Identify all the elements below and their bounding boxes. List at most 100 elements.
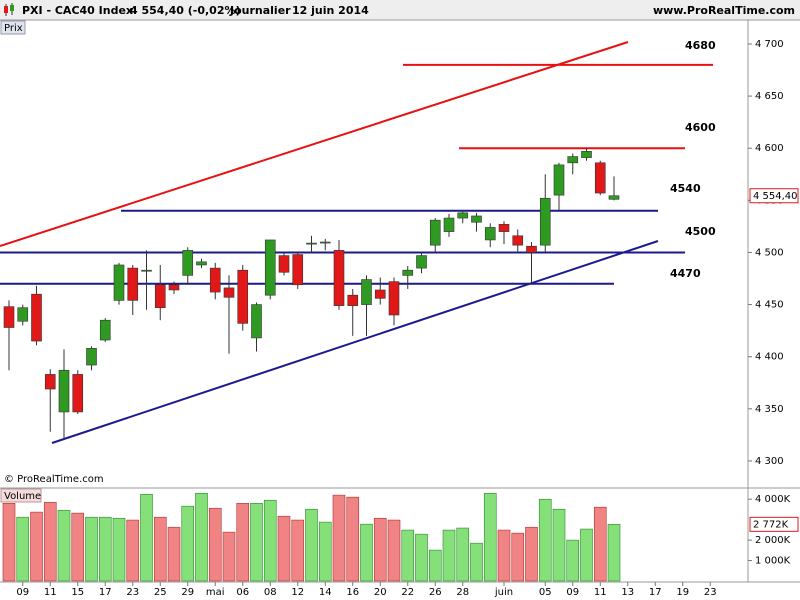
- candle-body: [209, 267, 221, 293]
- volume-bar: [153, 516, 167, 582]
- x-tick-label: 08: [264, 587, 277, 598]
- candle-body: [31, 293, 42, 342]
- volume-bar: [566, 539, 580, 582]
- candle-body: [594, 162, 606, 194]
- candle-body: [99, 319, 111, 341]
- volume-bar: [428, 549, 442, 582]
- volume-bar: [208, 507, 222, 582]
- candle-body: [553, 164, 565, 196]
- volume-bar: [332, 494, 346, 582]
- volume-bar: [263, 499, 277, 582]
- volume-bar: [236, 503, 250, 582]
- x-tick-label: 19: [676, 587, 689, 598]
- volume-bar: [346, 496, 360, 582]
- volume-bar: [442, 529, 456, 582]
- volume-bar: [57, 509, 71, 582]
- x-tick-label: 22: [401, 587, 414, 598]
- volume-bar: [607, 524, 621, 582]
- app-icon: [4, 3, 14, 16]
- candle-body: [264, 239, 276, 296]
- y-tick-label: 4 500: [755, 247, 784, 258]
- volume-bar: [167, 526, 181, 582]
- volume-bar: [43, 501, 57, 582]
- y-tick-label: 4 450: [755, 300, 784, 311]
- panel-label: Prix: [4, 23, 23, 34]
- candle-body: [347, 294, 359, 306]
- candle-body: [182, 250, 194, 276]
- level-label: 4600: [685, 121, 716, 134]
- last-value-box: [749, 516, 799, 532]
- level-label: 4500: [685, 225, 716, 238]
- volume-bar: [387, 519, 401, 582]
- candle-body: [113, 264, 125, 301]
- candle-body: [72, 374, 84, 413]
- candle-body: [44, 374, 56, 390]
- volume-bar: [222, 531, 236, 582]
- instrument: PXI - CAC40 Index: [22, 4, 133, 17]
- last-value-box: [749, 188, 799, 204]
- candle-body: [86, 348, 97, 366]
- candle-body: [196, 261, 207, 266]
- candle-body: [3, 306, 15, 328]
- volume-bar: [277, 515, 291, 582]
- candle-body: [127, 267, 139, 301]
- x-tick-label: 13: [621, 587, 634, 598]
- x-tick-label: 26: [429, 587, 442, 598]
- candle-body: [168, 284, 180, 291]
- candle-body: [223, 287, 235, 298]
- x-tick-label: 23: [704, 587, 717, 598]
- x-tick-label: 16: [346, 587, 359, 598]
- volume-bar: [525, 526, 538, 582]
- candle-body: [58, 369, 70, 413]
- volume-bar: [318, 521, 332, 582]
- volume-bar: [30, 511, 43, 582]
- candle-body: [429, 219, 441, 246]
- candle-body: [154, 284, 166, 309]
- volume-bar: [16, 516, 30, 582]
- x-tick-label: juin: [494, 587, 513, 598]
- volume-bar: [195, 492, 208, 582]
- candle-body: [567, 156, 579, 164]
- candle-body: [443, 217, 455, 232]
- last-value-label: 4 554,40: [753, 191, 798, 202]
- volume-bar: [305, 508, 318, 582]
- last-value-label: 2 772K: [753, 519, 789, 530]
- y-tick-label: 1 000K: [755, 556, 791, 567]
- x-tick-label: 09: [566, 587, 579, 598]
- volume-bar: [126, 519, 140, 582]
- x-tick-label: 12: [291, 587, 304, 598]
- candle-body: [361, 279, 372, 305]
- candle-body: [237, 269, 249, 324]
- volume-bar: [415, 533, 428, 582]
- candle-body: [319, 241, 331, 244]
- x-tick-label: 25: [154, 587, 167, 598]
- x-tick-label: 06: [236, 587, 249, 598]
- candle-body: [581, 151, 592, 158]
- volume-bar: [456, 527, 470, 582]
- volume-bar: [85, 516, 98, 582]
- y-tick-label: 4 300: [755, 456, 784, 467]
- volume-bar: [250, 503, 263, 582]
- x-tick-label: 11: [44, 587, 57, 598]
- candle-body: [608, 195, 620, 200]
- volume-bar: [98, 516, 112, 582]
- candle-body: [539, 197, 551, 246]
- volume-bar: [360, 523, 373, 582]
- quote: 4 554,40 (-0,02%): [130, 4, 241, 17]
- x-tick-label: 17: [99, 587, 112, 598]
- date: 12 juin 2014: [292, 4, 369, 17]
- volume-bar: [181, 505, 195, 582]
- panel-label-box: [0, 20, 26, 35]
- support-trendline: [51, 240, 659, 444]
- volume-bar: [483, 492, 497, 582]
- x-tick-label: 23: [126, 587, 139, 598]
- y-tick-label: 4 650: [755, 91, 784, 102]
- level-label: 4470: [670, 267, 701, 280]
- candle-body: [484, 227, 496, 241]
- level-label: 4540: [670, 182, 701, 195]
- candle-body: [457, 212, 469, 219]
- candle-body: [141, 269, 152, 272]
- x-tick-label: 28: [456, 587, 469, 598]
- candle-body: [498, 224, 510, 232]
